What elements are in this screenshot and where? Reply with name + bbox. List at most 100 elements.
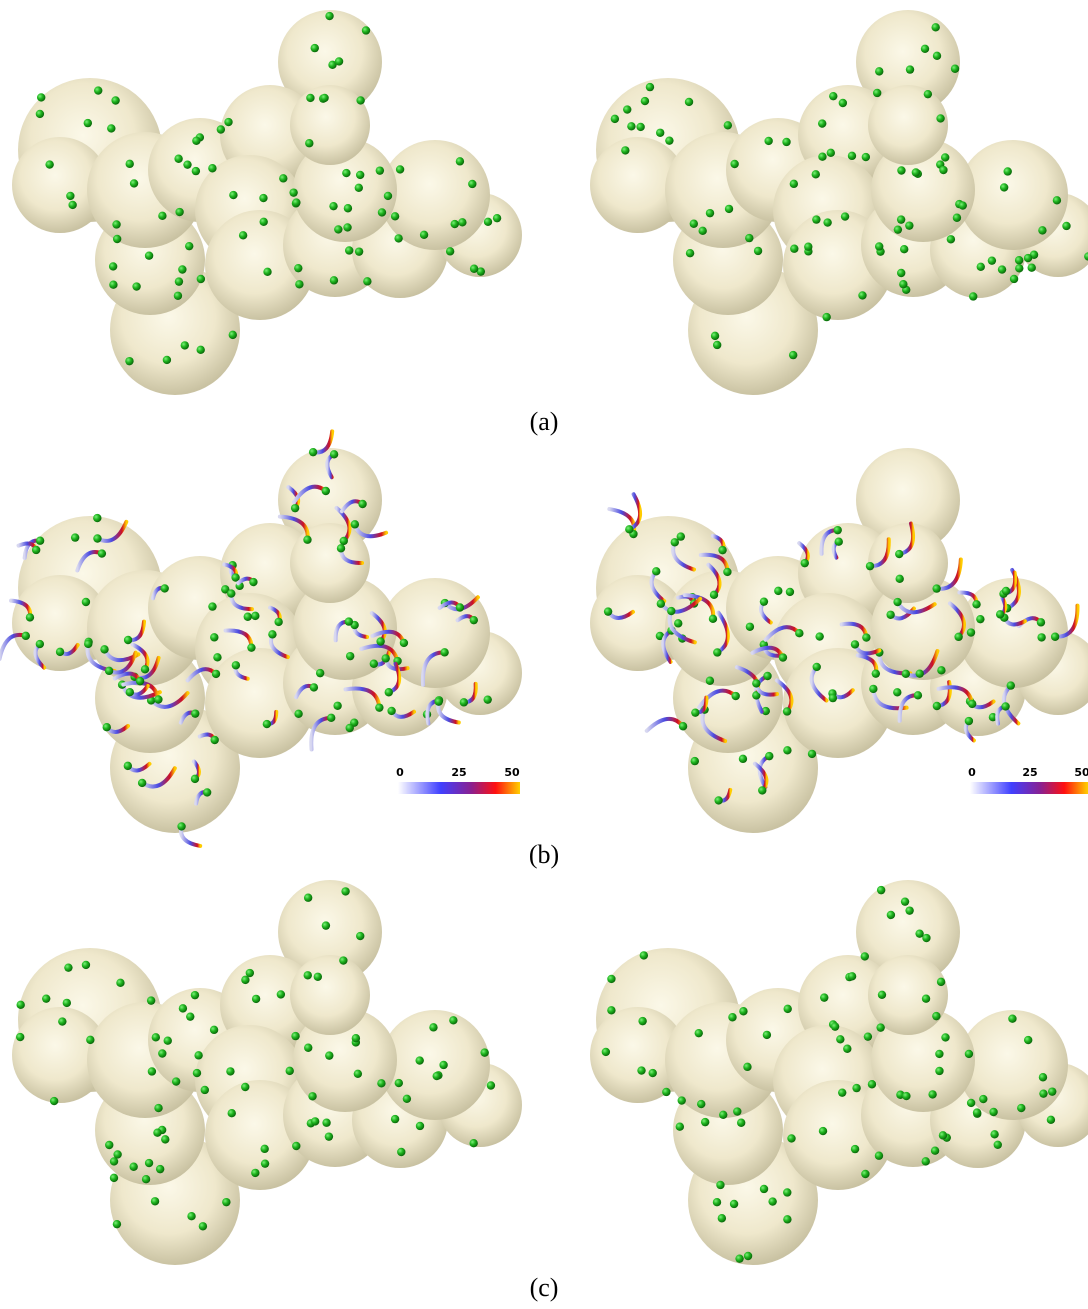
sample-point [979,1095,987,1103]
sample-point [1024,1036,1032,1044]
sample-point [813,663,821,671]
sample-point [739,755,747,763]
sample-point [327,714,335,722]
sample-point [449,1016,457,1024]
sample-point [36,640,44,648]
sample-point [815,632,823,640]
sample-point [922,994,930,1002]
sample-point [346,724,354,732]
sample-point [241,1083,249,1091]
sample-point [967,1099,975,1107]
sample-point [177,822,185,830]
sample-point [1062,222,1070,230]
sample-point [743,1063,751,1071]
sample-point [352,1034,360,1042]
sample-point [26,613,34,621]
sample-point [429,1023,437,1031]
colorbar [970,782,1088,794]
sample-point [868,1080,876,1088]
sample-point [345,246,353,254]
sample-point [905,906,913,914]
sample-point [760,1185,768,1193]
sample-point [291,1032,299,1040]
sample-point [905,221,913,229]
colorbar-label: 0 [968,766,976,779]
sample-point [145,251,153,259]
sample-point [733,1107,741,1115]
sample-point [764,137,772,145]
sample-point [252,995,260,1003]
sample-point [130,179,138,187]
sample-point [709,615,717,623]
sample-point [403,1095,411,1103]
sample-point [831,1022,839,1030]
sample-point [967,628,975,636]
sample-point [247,643,255,651]
sample-point [710,591,718,599]
sample-point [145,1159,153,1167]
sample-point [783,746,791,754]
sample-point [113,235,121,243]
molecule-panel [12,10,522,395]
sample-point [396,165,404,173]
sample-point [295,280,303,288]
sample-point [358,500,366,508]
sample-point [607,975,615,983]
sample-point [391,1115,399,1123]
sample-point [124,762,132,770]
sample-point [32,546,40,554]
sample-point [1053,196,1061,204]
sample-point [224,118,232,126]
sample-point [640,951,648,959]
sample-point [1047,1116,1055,1124]
sample-point [941,1033,949,1041]
sample-point [691,708,699,716]
sample-point [416,1122,424,1130]
sample-point [915,929,923,937]
sample-point [652,567,660,575]
sample-point [154,1104,162,1112]
sample-point [706,677,714,685]
sample-point [895,550,903,558]
sample-point [304,894,312,902]
sample-point [976,615,984,623]
sample-point [314,973,322,981]
sample-point [623,105,631,113]
sample-point [376,166,384,174]
sample-point [671,538,679,546]
sample-point [1039,1073,1047,1081]
colorbar-label: 25 [451,766,466,779]
sample-point [695,1029,703,1037]
sample-point [711,332,719,340]
sample-point [208,164,216,172]
sample-point [804,243,812,251]
sample-point [433,1072,441,1080]
sample-point [931,1147,939,1155]
sample-point [656,129,664,137]
sample-point [951,65,959,73]
sample-point [713,648,721,656]
sample-point [822,313,830,321]
sample-point [395,1079,403,1087]
page: (a) (b) (c) 0 25 50 0 25 50 (() => { con… [0,0,1088,1309]
sample-point [676,1122,684,1130]
sample-point [113,1220,121,1228]
sample-point [192,137,200,145]
sample-point [105,1141,113,1149]
sample-point [45,160,53,168]
sample-point [730,160,738,168]
sample-point [292,1142,300,1150]
sample-point [456,603,464,611]
sample-point [969,292,977,300]
molecule-panel [590,10,1088,395]
sample-point [468,180,476,188]
sample-point [124,636,132,644]
sample-point [718,1214,726,1222]
sample-point [203,788,211,796]
sample-point [786,588,794,596]
sample-point [229,331,237,339]
sample-point [16,1001,24,1009]
sample-point [998,265,1006,273]
sample-point [42,994,50,1002]
sample-point [897,269,905,277]
